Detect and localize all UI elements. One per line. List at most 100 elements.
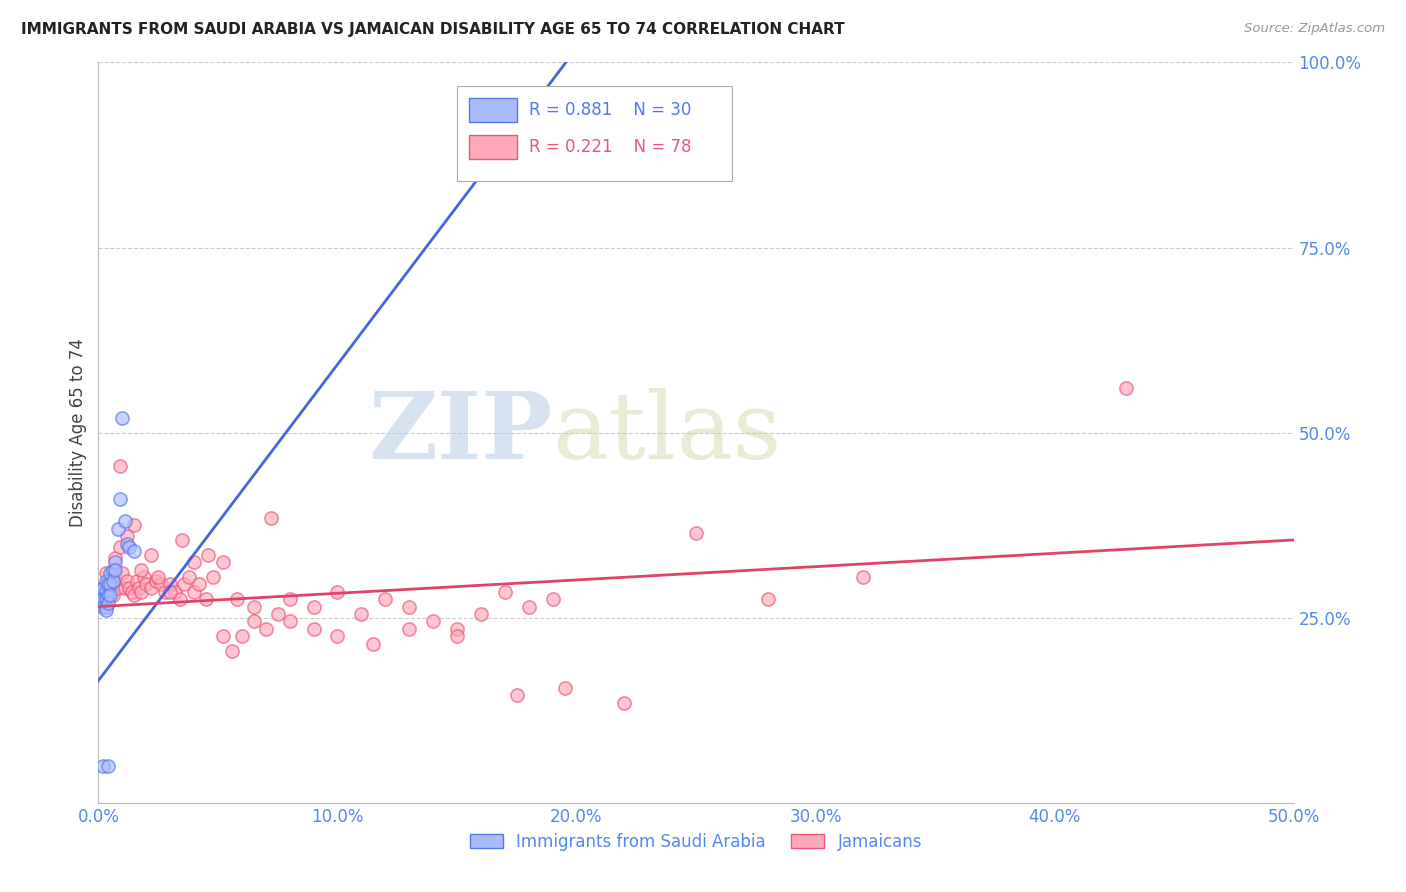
Point bbox=[135, 577, 157, 591]
Point bbox=[91, 581, 114, 595]
Point bbox=[125, 574, 148, 588]
Point bbox=[613, 696, 636, 710]
Point bbox=[211, 555, 233, 569]
Point bbox=[470, 607, 492, 621]
Point bbox=[155, 584, 177, 599]
Text: IMMIGRANTS FROM SAUDI ARABIA VS JAMAICAN DISABILITY AGE 65 TO 74 CORRELATION CHA: IMMIGRANTS FROM SAUDI ARABIA VS JAMAICAN… bbox=[21, 22, 845, 37]
Point bbox=[90, 589, 112, 603]
Point bbox=[107, 522, 129, 536]
Point bbox=[104, 555, 127, 569]
Point bbox=[90, 596, 112, 610]
Point bbox=[118, 541, 141, 555]
Point bbox=[159, 577, 181, 591]
Point bbox=[163, 584, 186, 599]
Text: R = 0.221    N = 78: R = 0.221 N = 78 bbox=[529, 138, 692, 156]
Point bbox=[94, 599, 117, 614]
Point bbox=[91, 592, 114, 607]
Point bbox=[221, 644, 243, 658]
Point bbox=[541, 592, 564, 607]
Point bbox=[197, 548, 219, 562]
Point bbox=[114, 581, 136, 595]
Point bbox=[132, 570, 155, 584]
Point bbox=[91, 581, 114, 595]
Point bbox=[118, 581, 141, 595]
Point bbox=[91, 599, 114, 614]
Point bbox=[97, 574, 120, 588]
FancyBboxPatch shape bbox=[470, 135, 517, 159]
Point bbox=[506, 689, 529, 703]
Point bbox=[169, 592, 191, 607]
Point bbox=[195, 592, 218, 607]
Text: Source: ZipAtlas.com: Source: ZipAtlas.com bbox=[1244, 22, 1385, 36]
FancyBboxPatch shape bbox=[470, 98, 517, 121]
Point bbox=[94, 566, 117, 581]
Point bbox=[363, 637, 385, 651]
Point bbox=[179, 570, 201, 584]
Point bbox=[115, 574, 138, 588]
Point bbox=[145, 574, 167, 588]
FancyBboxPatch shape bbox=[457, 87, 733, 181]
Point bbox=[139, 581, 162, 595]
Text: R = 0.881    N = 30: R = 0.881 N = 30 bbox=[529, 101, 690, 119]
Y-axis label: Disability Age 65 to 74: Disability Age 65 to 74 bbox=[69, 338, 87, 527]
Point bbox=[685, 525, 707, 540]
Point bbox=[91, 758, 114, 772]
Point bbox=[94, 592, 117, 607]
Point bbox=[131, 563, 153, 577]
Point bbox=[124, 544, 146, 558]
Point bbox=[243, 615, 266, 629]
Point bbox=[326, 629, 349, 643]
Point bbox=[231, 629, 253, 643]
Point bbox=[173, 577, 195, 591]
Text: atlas: atlas bbox=[553, 388, 782, 477]
Point bbox=[101, 589, 124, 603]
Point bbox=[517, 599, 540, 614]
Point bbox=[202, 570, 225, 584]
Point bbox=[243, 599, 266, 614]
Point bbox=[139, 548, 162, 562]
Point bbox=[97, 589, 120, 603]
Point bbox=[94, 603, 117, 617]
Point bbox=[114, 515, 136, 529]
Point bbox=[756, 592, 779, 607]
Point bbox=[149, 577, 172, 591]
Point bbox=[398, 622, 420, 636]
Point bbox=[183, 584, 205, 599]
Point bbox=[108, 541, 131, 555]
Legend: Immigrants from Saudi Arabia, Jamaicans: Immigrants from Saudi Arabia, Jamaicans bbox=[463, 826, 929, 857]
Point bbox=[494, 584, 516, 599]
Point bbox=[254, 622, 277, 636]
Text: ZIP: ZIP bbox=[368, 388, 553, 477]
Point bbox=[101, 563, 124, 577]
Point bbox=[121, 584, 143, 599]
Point bbox=[98, 566, 122, 581]
Point bbox=[148, 570, 170, 584]
Point bbox=[104, 563, 127, 577]
Point bbox=[94, 574, 117, 588]
Point bbox=[183, 555, 205, 569]
Point bbox=[159, 584, 181, 599]
Point bbox=[97, 577, 120, 591]
Point bbox=[107, 581, 129, 595]
Point bbox=[98, 581, 122, 595]
Point bbox=[446, 622, 468, 636]
Point bbox=[124, 589, 146, 603]
Point bbox=[131, 584, 153, 599]
Point bbox=[172, 533, 194, 547]
Point bbox=[97, 596, 120, 610]
Point bbox=[101, 574, 124, 588]
Point bbox=[259, 510, 281, 524]
Point bbox=[90, 584, 112, 599]
Point bbox=[97, 758, 120, 772]
Point bbox=[211, 629, 233, 643]
Point bbox=[108, 458, 131, 473]
Point bbox=[326, 584, 349, 599]
Point bbox=[115, 536, 138, 550]
Point bbox=[267, 607, 290, 621]
Point bbox=[94, 584, 117, 599]
Point bbox=[111, 410, 134, 425]
Point bbox=[111, 566, 134, 581]
Point bbox=[446, 629, 468, 643]
Point bbox=[128, 581, 150, 595]
Point bbox=[108, 492, 131, 507]
